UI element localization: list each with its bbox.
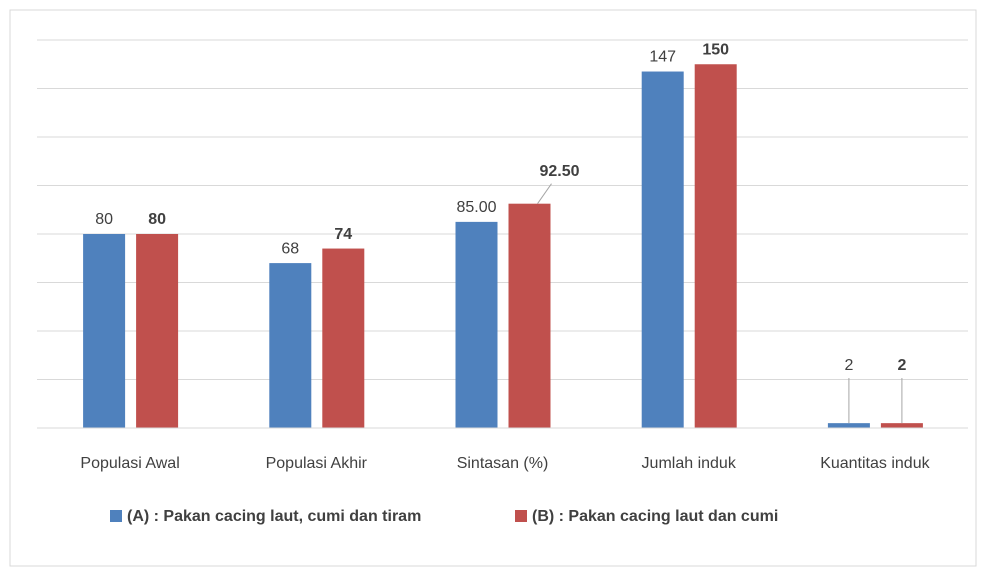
bar <box>322 248 365 428</box>
data-label: 85.00 <box>456 199 496 216</box>
data-label: 150 <box>702 41 729 58</box>
x-tick-label: Populasi Akhir <box>266 455 368 472</box>
data-label: 2 <box>844 357 853 374</box>
bar <box>83 234 126 428</box>
bar <box>455 221 498 428</box>
x-tick-label: Sintasan (%) <box>457 455 549 472</box>
bar <box>694 64 737 428</box>
data-label: 92.50 <box>539 163 579 180</box>
data-label: 147 <box>649 49 676 66</box>
bar <box>508 203 551 428</box>
x-tick-label: Populasi Awal <box>80 455 179 472</box>
legend-swatch <box>110 510 122 522</box>
x-tick-label: Jumlah induk <box>642 455 737 472</box>
data-label: 80 <box>148 211 166 228</box>
bar <box>880 423 923 428</box>
leader-line <box>537 183 552 204</box>
data-label: 2 <box>897 357 906 374</box>
legend-swatch <box>515 510 527 522</box>
legend-label: (B) : Pakan cacing laut dan cumi <box>532 508 778 525</box>
data-label: 74 <box>334 226 352 243</box>
x-tick-label: Kuantitas induk <box>820 455 930 472</box>
bar <box>136 234 179 428</box>
bar <box>269 263 312 428</box>
bar <box>641 71 684 429</box>
data-label: 68 <box>281 240 299 257</box>
data-label: 80 <box>95 211 113 228</box>
label-bg <box>531 160 588 183</box>
bar <box>827 423 870 428</box>
legend-label: (A) : Pakan cacing laut, cumi dan tiram <box>127 508 421 525</box>
